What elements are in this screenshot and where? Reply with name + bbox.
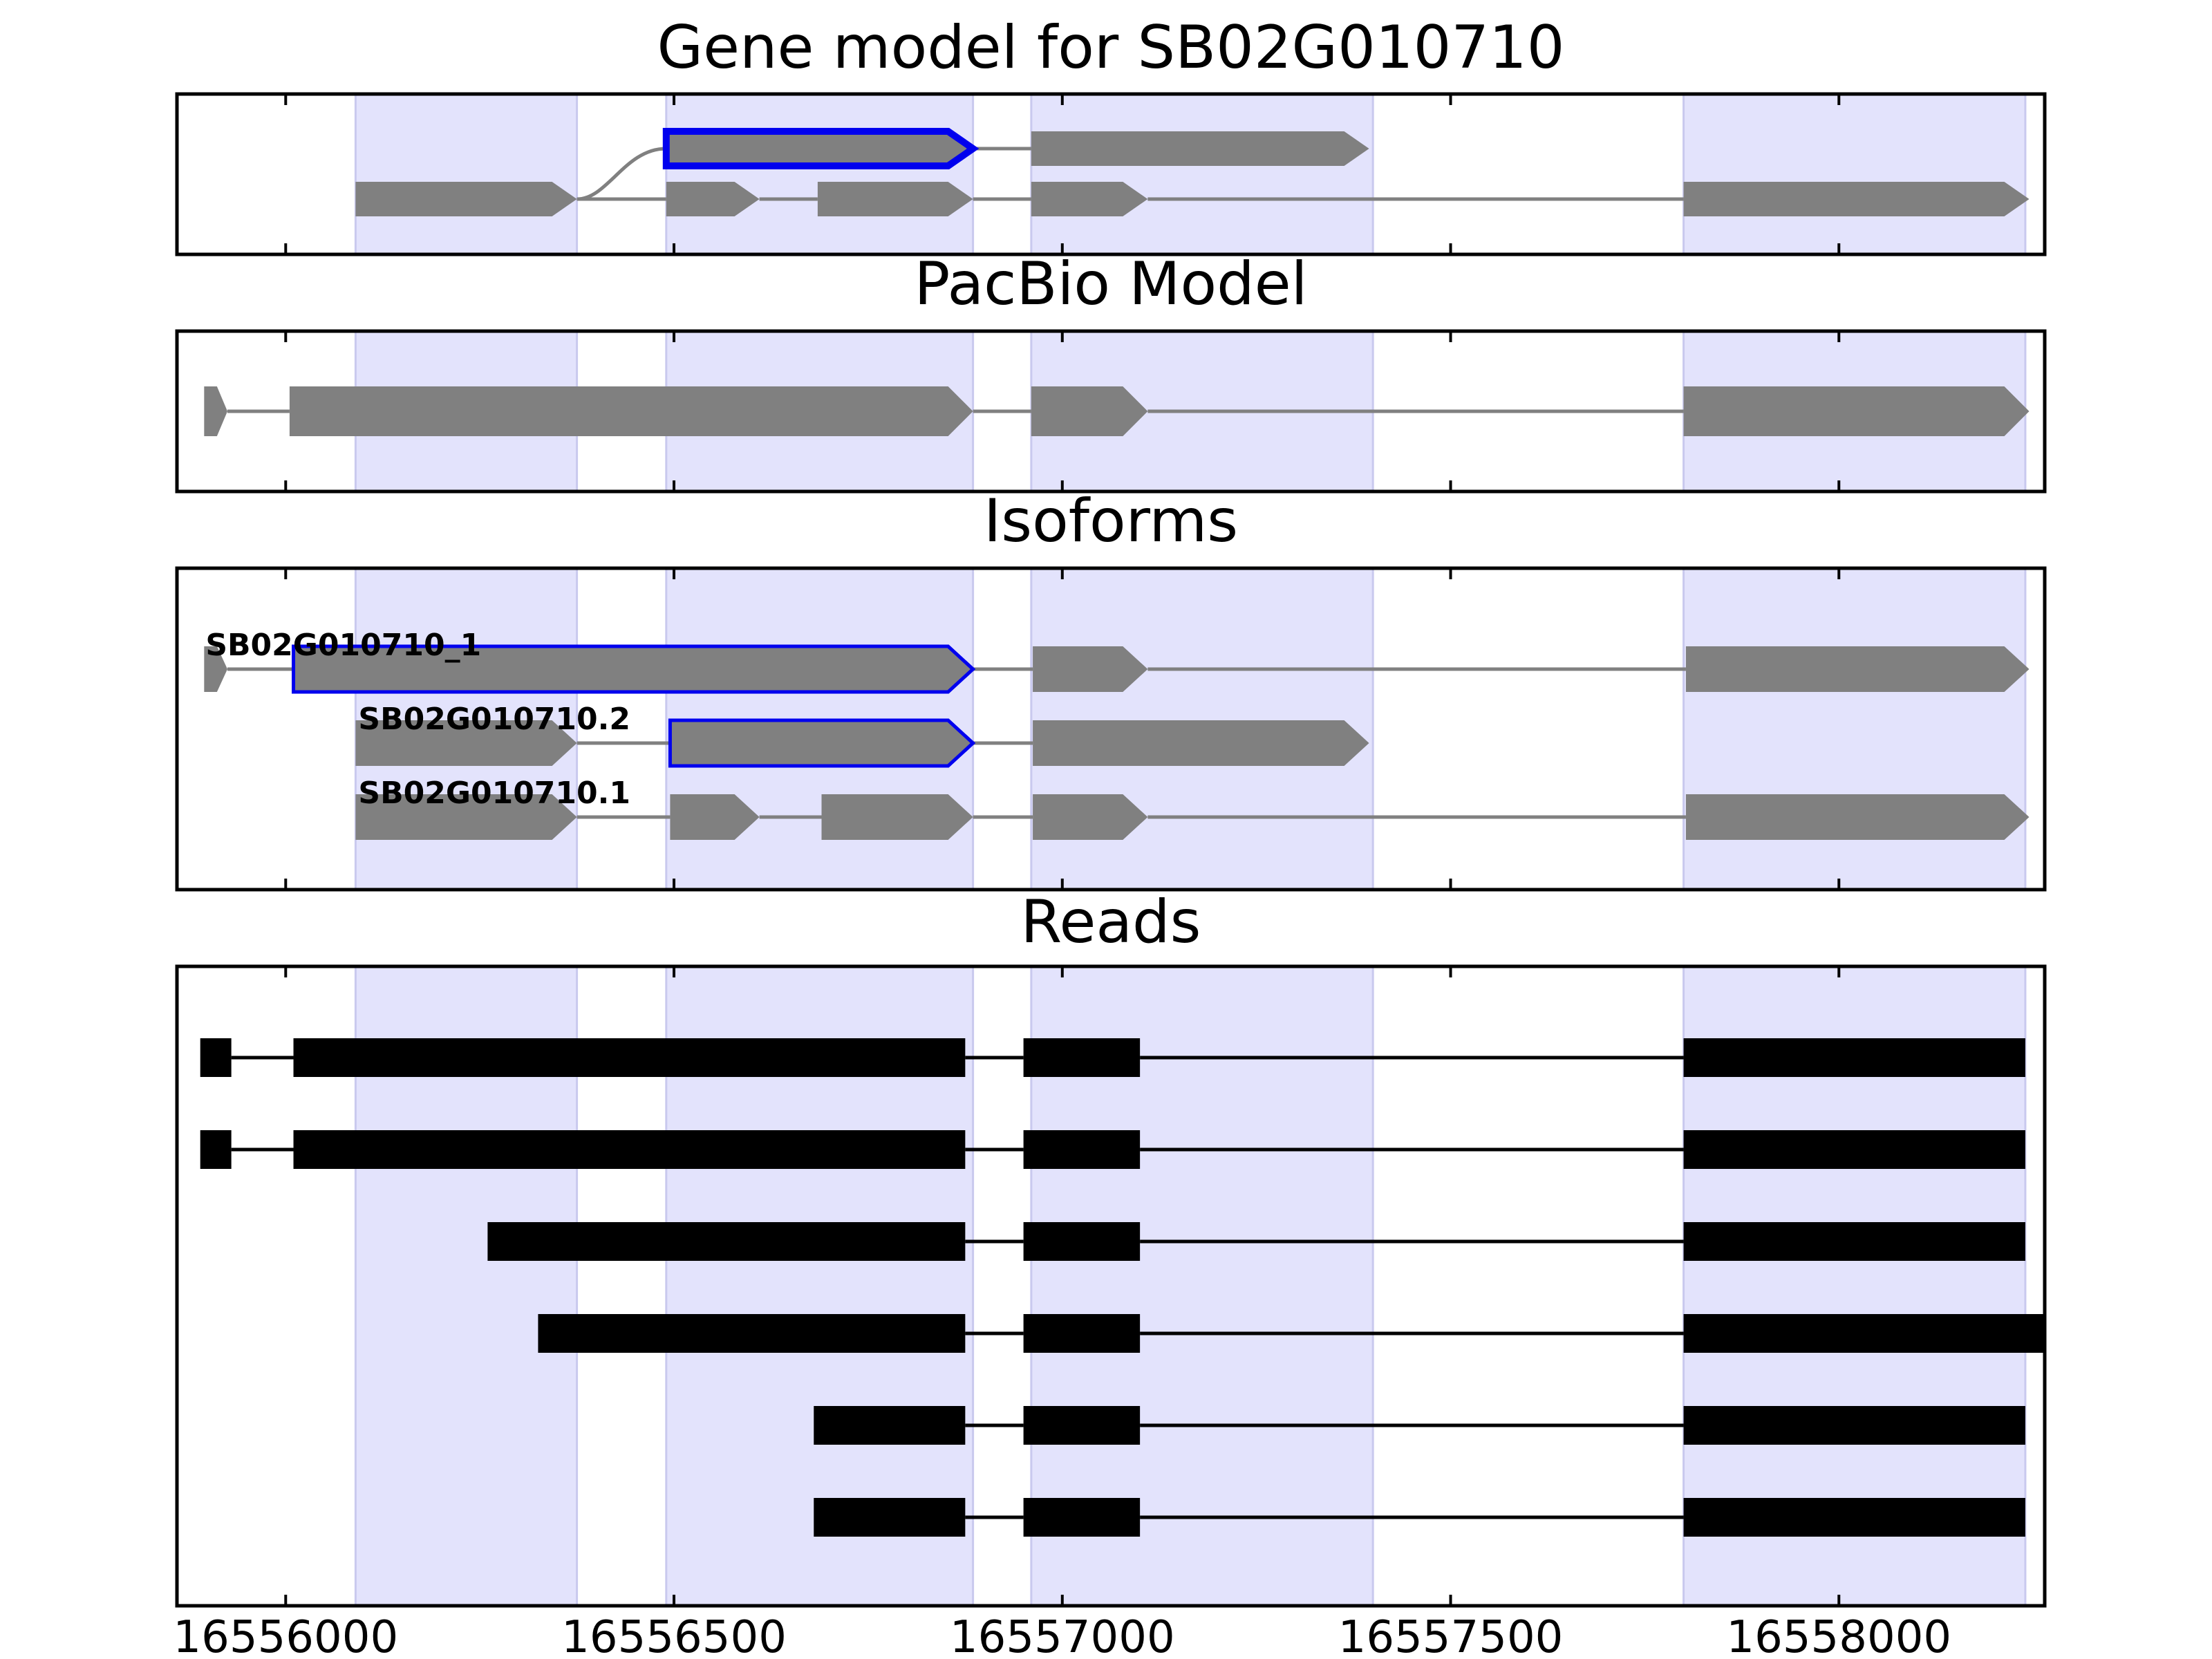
x-axis-tick-labels: 16556000 16556500 16557000 16557500 16558000 [173, 1612, 1951, 1659]
read-block [200, 1038, 232, 1077]
read-block [293, 1130, 966, 1169]
x-tick-label: 16558000 [1726, 1612, 1951, 1659]
highlight-band [354, 93, 579, 256]
isoform-3-exon [1685, 794, 2030, 840]
isoform-1-exon [1685, 646, 2030, 692]
x-tick-label: 16557000 [950, 1612, 1175, 1659]
isoform-1-exon [204, 646, 228, 692]
read-block [1023, 1222, 1141, 1261]
read-block [200, 1130, 232, 1169]
read-block [1683, 1406, 2025, 1445]
reads-panel: Reads [175, 888, 2047, 1608]
x-tick-label: 16556500 [561, 1612, 787, 1659]
splice-connector [577, 147, 666, 201]
read-block [1023, 1498, 1141, 1537]
isoform-3-exon [1033, 794, 1148, 840]
x-tick-label: 16557500 [1338, 1612, 1564, 1659]
read-block [1683, 1498, 2025, 1537]
gene-model-t2-exon [1031, 182, 1148, 216]
gene-model-t1-exon [1031, 131, 1369, 166]
x-tick-label: 16556000 [173, 1612, 398, 1659]
axes-frame [175, 92, 2047, 256]
isoform-3-exon [821, 794, 973, 840]
isoform-label: SB02G010710.2 [358, 702, 630, 737]
isoform-2-exon [668, 718, 976, 768]
highlight-band [1683, 567, 2027, 891]
read-block [1023, 1130, 1141, 1169]
isoform-3-exon [355, 794, 577, 840]
highlight-band [1030, 93, 1374, 256]
isoform-label: SB02G010710.1 [358, 776, 630, 811]
read-block [1683, 1314, 2045, 1353]
axes-frame [175, 964, 2047, 1608]
gene-model-t2-exon [355, 182, 577, 216]
isoform-label: SB02G010710_1 [205, 628, 481, 663]
read-block [1683, 1130, 2025, 1169]
gene-model-t2-exon [817, 182, 973, 216]
read-block [814, 1406, 966, 1445]
read-block [487, 1222, 966, 1261]
axes-frame [175, 329, 2047, 494]
panel-title: PacBio Model [914, 250, 1307, 319]
panel-title: Gene model for SB02G010710 [657, 13, 1565, 82]
read-block [1023, 1314, 1141, 1353]
panel-title: Reads [1021, 888, 1201, 957]
isoform-2-exon [1033, 720, 1369, 766]
gene-model-t1-exon [662, 128, 980, 169]
read-block [814, 1498, 966, 1537]
gene-model-t2-exon [666, 182, 760, 216]
gene-model-panel: Gene model for SB02G010710 [175, 13, 2047, 256]
isoform-2-exon [355, 720, 577, 766]
highlight-band [665, 93, 975, 256]
read-block [1023, 1406, 1141, 1445]
read-block [538, 1314, 966, 1353]
highlight-band [1683, 93, 2027, 256]
gene-model-t2-exon [1683, 182, 2030, 216]
read-block [1023, 1038, 1141, 1077]
panel-title: Isoforms [984, 487, 1238, 556]
pacbio-exon [289, 386, 973, 436]
axes-frame [175, 566, 2047, 892]
pacbio-exon [1031, 386, 1148, 436]
isoforms-panel: Isoforms SB02G010710_1 SB02G010710.2 SB02G0… [175, 487, 2047, 892]
pacbio-model-panel: PacBio Model [175, 250, 2047, 494]
isoform-1-exon [292, 644, 976, 694]
isoform-3-exon [670, 794, 760, 840]
read-block [1683, 1222, 2025, 1261]
read-block [293, 1038, 966, 1077]
pacbio-exon [1683, 386, 2030, 436]
pacbio-exon [204, 386, 228, 436]
isoform-1-exon [1033, 646, 1148, 692]
read-block [1683, 1038, 2025, 1077]
